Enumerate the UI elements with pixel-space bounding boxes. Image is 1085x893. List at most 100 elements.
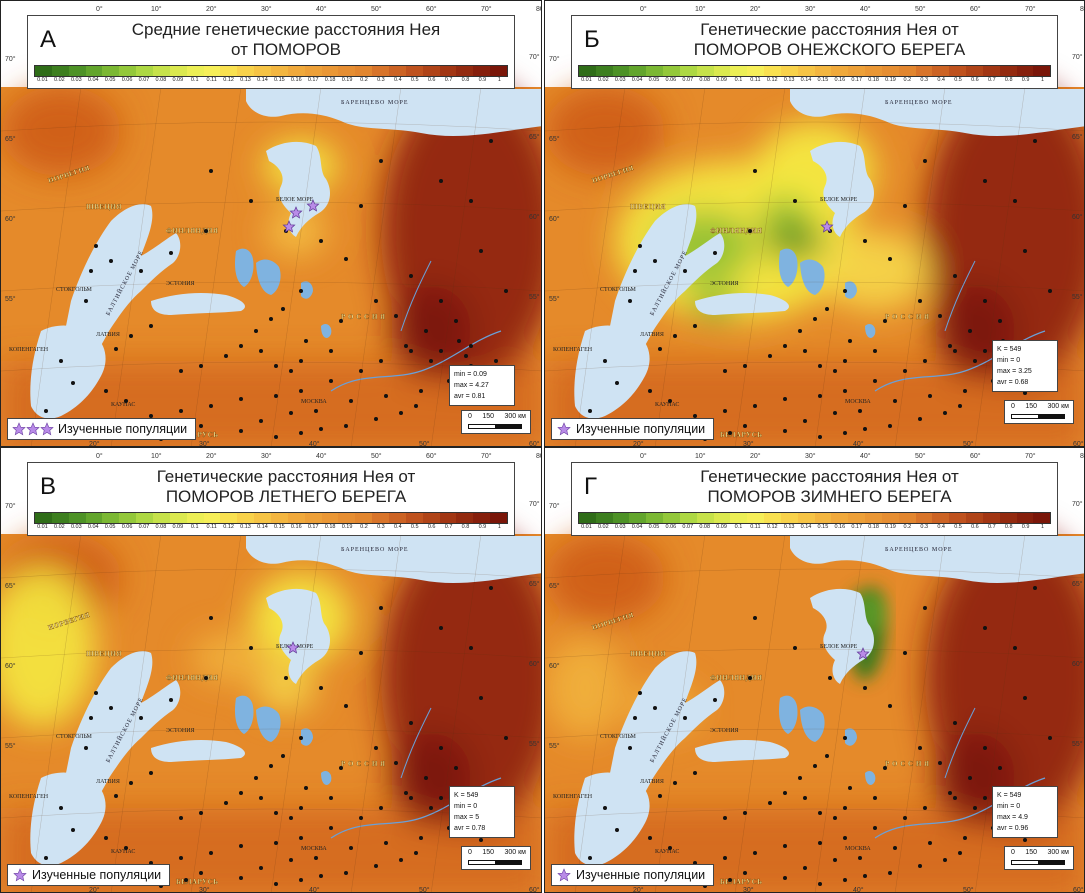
scale-tick-label: 0.7 — [987, 524, 996, 530]
population-point — [818, 882, 822, 886]
population-point — [44, 856, 48, 860]
scale-swatch — [439, 66, 457, 76]
coordinate-labels: 0° 10° 20° 30° 40° 50° 60° 70° 80° 20° 30° 40° 50° 60… — [5, 452, 541, 893]
population-point — [139, 716, 143, 720]
population-point — [633, 716, 637, 720]
white-sea-label: БЕЛОЕ МОРЕ — [820, 197, 858, 203]
population-point — [958, 851, 962, 855]
longitude-label: 70° — [1025, 452, 1036, 460]
population-points — [588, 139, 1052, 441]
scale-tick-label: 0.01 — [37, 524, 48, 530]
scale-swatch — [237, 513, 255, 523]
scale-swatch — [136, 513, 154, 523]
latitude-label: 65° — [529, 133, 540, 141]
population-point — [489, 139, 493, 143]
population-point — [439, 796, 443, 800]
scale-tick-label: 0.14 — [257, 77, 268, 83]
longitude-label: 70° — [481, 5, 492, 13]
scale-swatch — [220, 66, 238, 76]
graticule — [1, 533, 541, 892]
panel-title: Генетические расстояния Нея от ПОМОРОВ Л… — [156, 467, 416, 506]
scale-tick-label: 0.3 — [377, 524, 385, 530]
population-point — [813, 317, 817, 321]
longitude-label: 30° — [805, 5, 816, 13]
population-point — [828, 676, 832, 680]
barents-sea-label: БАРЕНЦЕВО МОРЕ — [885, 100, 953, 106]
scale-tick-label: 0.1 — [190, 77, 199, 83]
population-point — [139, 269, 143, 273]
population-point — [319, 874, 323, 878]
scale-swatch — [321, 66, 339, 76]
scale-tick-label: 0.12 — [766, 77, 778, 83]
scale-swatch — [966, 513, 983, 523]
scale-tick-label: 0.17 — [851, 77, 863, 83]
scale-swatch — [68, 513, 86, 523]
coordinate-labels: 0° 10° 20° 30° 40° 50° 60° 70° 80° 20° 30° 40° 50° 60… — [549, 5, 1084, 446]
population-point — [374, 417, 378, 421]
population-point — [768, 354, 772, 358]
scale-tick-label: 0.5 — [954, 524, 962, 530]
population-point — [199, 364, 203, 368]
barents-sea — [790, 536, 1084, 583]
legend: Изученные популяции — [551, 418, 715, 440]
population-point — [259, 796, 263, 800]
population-point — [873, 796, 877, 800]
scale-tick-label: 0.5 — [410, 524, 419, 530]
longitude-label: 60° — [529, 886, 540, 893]
population-point — [783, 876, 787, 880]
scale-tick-label: 0.3 — [377, 77, 385, 83]
longitude-label: 60° — [970, 5, 981, 13]
longitude-label: 60° — [529, 440, 540, 447]
river — [330, 330, 502, 392]
population-point — [843, 289, 847, 293]
legend-label: Изученные популяции — [576, 868, 706, 882]
studied-populations — [856, 647, 870, 660]
population-point — [404, 791, 408, 795]
scale-tick-label: 0.15 — [274, 77, 285, 83]
longitude-label: 20° — [750, 5, 761, 13]
population-point — [304, 786, 308, 790]
scale-tick-label: 1 — [497, 524, 501, 530]
color-scale — [34, 65, 508, 77]
estonia-label: ЭСТОНИЯ — [166, 728, 195, 734]
population-point — [923, 606, 927, 610]
population-point — [329, 349, 333, 353]
longitude-label: 40° — [860, 452, 871, 460]
population-point — [109, 706, 113, 710]
population-point — [918, 299, 922, 303]
population-point — [793, 646, 797, 650]
population-point — [953, 796, 957, 800]
scale-tick-label: 0.09 — [172, 524, 184, 530]
scale-swatch — [764, 513, 781, 523]
longitude-label: 60° — [426, 5, 437, 13]
scale-swatch — [595, 513, 613, 523]
scale-swatch — [355, 513, 373, 523]
panel-header: А Средние генетические расстояния Нея от… — [27, 15, 515, 89]
scale-swatch — [898, 513, 916, 523]
panel-header: Б Генетические расстояния Нея от ПОМОРОВ… — [571, 15, 1058, 89]
population-point — [359, 651, 363, 655]
population-point — [858, 856, 862, 860]
scale-tick-label: 0.03 — [614, 77, 626, 83]
population-point — [199, 424, 203, 428]
population-point — [638, 691, 642, 695]
graticule — [545, 533, 1084, 892]
scale-swatch — [136, 66, 154, 76]
lake — [800, 706, 825, 742]
longitude-label: 40° — [309, 886, 320, 893]
scale-tick-label: 0.11 — [206, 524, 217, 530]
river — [944, 260, 976, 332]
population-point — [339, 319, 343, 323]
scale-tick-label: 0.8 — [461, 77, 470, 83]
scale-tick-label: 0.9 — [478, 524, 487, 530]
scale-swatch — [848, 513, 866, 523]
population-point — [374, 864, 378, 868]
population-point — [843, 736, 847, 740]
population-point — [713, 251, 717, 255]
gulf-of-bothnia — [603, 651, 725, 821]
population-point — [818, 364, 822, 368]
population-point — [209, 404, 213, 408]
longitude-label: 20° — [206, 452, 217, 460]
scale-swatch — [119, 66, 137, 76]
population-point — [281, 307, 285, 311]
